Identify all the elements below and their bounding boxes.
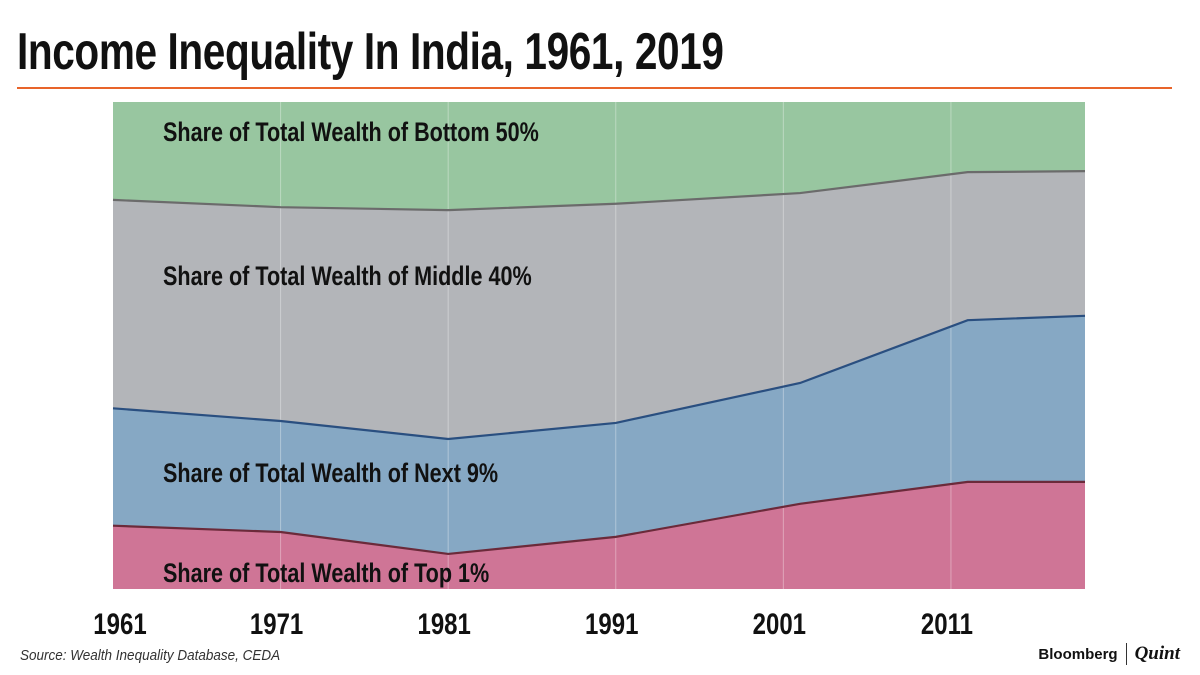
series-line-3 — [112, 170, 1086, 212]
area-2 — [113, 315, 1085, 554]
publisher-logo: Bloomberg Quint — [1038, 643, 1180, 665]
source-note: Source: Wealth Inequality Database, CEDA — [20, 647, 281, 664]
logo-bloomberg: Bloomberg — [1038, 645, 1118, 663]
logo-quint: Quint — [1134, 643, 1180, 664]
series-line-1 — [112, 480, 1085, 556]
area-4 — [113, 102, 1085, 211]
x-tick-label: 1971 — [250, 606, 303, 640]
area-1 — [113, 481, 1085, 589]
series-line-2 — [112, 314, 1086, 441]
title-divider — [17, 87, 1172, 89]
x-tick-label: 1991 — [585, 606, 638, 640]
x-tick-label: 2011 — [921, 606, 973, 640]
series-label-middle40: Share of Total Wealth of Middle 40% — [163, 262, 532, 292]
x-tick-label: 2001 — [753, 606, 806, 640]
x-tick-label: 1961 — [93, 606, 146, 640]
x-tick-label: 1981 — [417, 606, 470, 640]
series-label-next9: Share of Total Wealth of Next 9% — [163, 459, 498, 489]
area-3 — [113, 171, 1085, 440]
logo-separator — [1125, 643, 1127, 665]
series-label-bottom50: Share of Total Wealth of Bottom 50% — [163, 118, 539, 148]
chart-title: Income Inequality In India, 1961, 2019 — [17, 23, 724, 81]
series-label-top1: Share of Total Wealth of Top 1% — [163, 559, 489, 589]
